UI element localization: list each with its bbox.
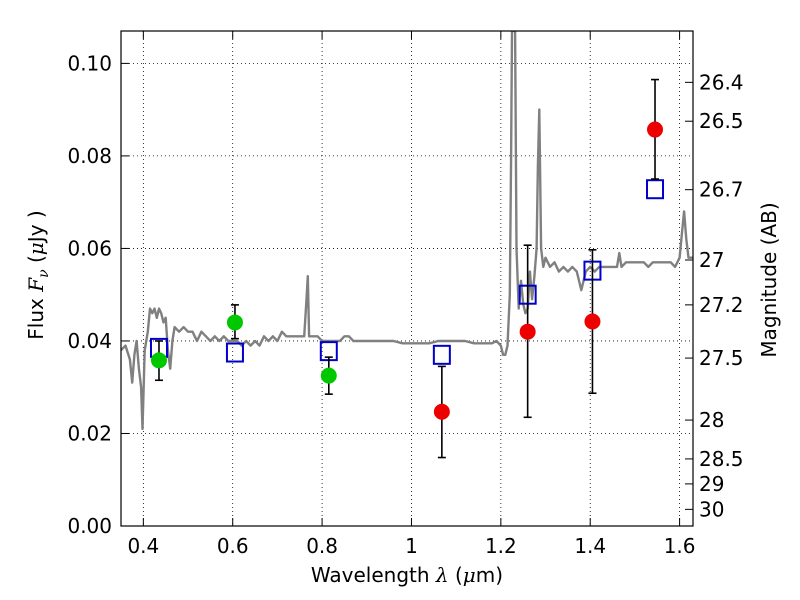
y2-tick-label: 26.5 [699, 109, 744, 133]
model-spectrum-line [121, 31, 693, 431]
model-photometry-square [225, 342, 244, 363]
y-tick-label: 0.06 [67, 236, 112, 260]
plot-data [121, 31, 693, 459]
y2-tick-label: 27.5 [699, 346, 744, 370]
y2-tick-label: 28.5 [699, 447, 744, 471]
observed-flux-point [584, 313, 601, 330]
x-tick-label: 1.4 [574, 534, 606, 558]
y2-axis-label: Magnitude (AB) [757, 202, 781, 357]
y-tick-label: 0.02 [67, 421, 112, 445]
x-tick-label: 0.6 [217, 534, 249, 558]
y-axis-label: Flux Fν (μJy ) [24, 210, 52, 339]
observed-flux-point [150, 352, 167, 369]
y2-tick-label: 27.2 [699, 293, 744, 317]
y2-tick-label: 28 [699, 408, 724, 432]
observed-flux-point [519, 323, 536, 340]
y-tick-label: 0.04 [67, 329, 112, 353]
y-tick-label: 0.00 [67, 514, 112, 538]
model-photometry-square [646, 179, 665, 200]
observed-flux-point [226, 314, 243, 331]
observed-flux-point [647, 121, 664, 138]
x-tick-label: 0.4 [127, 534, 159, 558]
model-photometry-square [432, 344, 451, 365]
grid-lines [121, 31, 693, 527]
y2-tick-label: 30 [699, 497, 724, 521]
axis-ticks: 0.4 0.6 0.8 1 1.2 1.4 1.6 0.00 0.02 0.04 0.06 0.08 0… [67, 31, 744, 558]
y-tick-label: 0.08 [67, 144, 112, 168]
y2-tick-label: 26.4 [699, 70, 744, 94]
plot-frame [120, 30, 694, 527]
x-tick-label: 1 [405, 534, 418, 558]
x-axis-label: Wavelength λ (μm) [311, 563, 503, 587]
x-tick-label: 1.2 [485, 534, 517, 558]
y-tick-label: 0.10 [67, 51, 112, 75]
observed-flux-point [320, 367, 337, 384]
y2-tick-label: 27 [699, 248, 724, 272]
x-tick-label: 0.8 [306, 534, 338, 558]
x-tick-label: 1.6 [664, 534, 696, 558]
y2-tick-label: 29 [699, 472, 724, 496]
observed-flux-point [433, 403, 450, 420]
y2-tick-label: 26.7 [699, 178, 744, 202]
